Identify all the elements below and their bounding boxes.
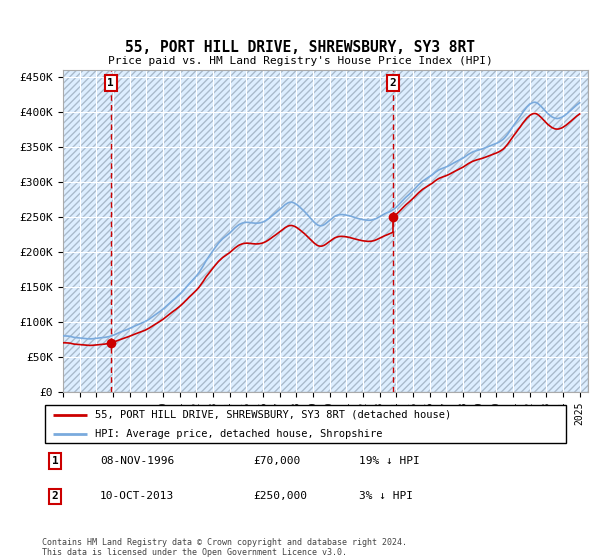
- Text: Price paid vs. HM Land Registry's House Price Index (HPI): Price paid vs. HM Land Registry's House …: [107, 56, 493, 66]
- Text: 2: 2: [389, 78, 396, 88]
- Text: 55, PORT HILL DRIVE, SHREWSBURY, SY3 8RT (detached house): 55, PORT HILL DRIVE, SHREWSBURY, SY3 8RT…: [95, 409, 451, 419]
- Text: 1: 1: [107, 78, 114, 88]
- Text: £250,000: £250,000: [253, 491, 307, 501]
- Text: HPI: Average price, detached house, Shropshire: HPI: Average price, detached house, Shro…: [95, 429, 382, 439]
- Text: 10-OCT-2013: 10-OCT-2013: [100, 491, 175, 501]
- FancyBboxPatch shape: [44, 405, 566, 443]
- Text: 2: 2: [52, 491, 59, 501]
- Text: 55, PORT HILL DRIVE, SHREWSBURY, SY3 8RT: 55, PORT HILL DRIVE, SHREWSBURY, SY3 8RT: [125, 40, 475, 55]
- Text: Contains HM Land Registry data © Crown copyright and database right 2024.
This d: Contains HM Land Registry data © Crown c…: [42, 538, 407, 557]
- Text: 3% ↓ HPI: 3% ↓ HPI: [359, 491, 413, 501]
- Text: 19% ↓ HPI: 19% ↓ HPI: [359, 456, 419, 466]
- Text: 08-NOV-1996: 08-NOV-1996: [100, 456, 175, 466]
- Text: £70,000: £70,000: [253, 456, 301, 466]
- Text: 1: 1: [52, 456, 59, 466]
